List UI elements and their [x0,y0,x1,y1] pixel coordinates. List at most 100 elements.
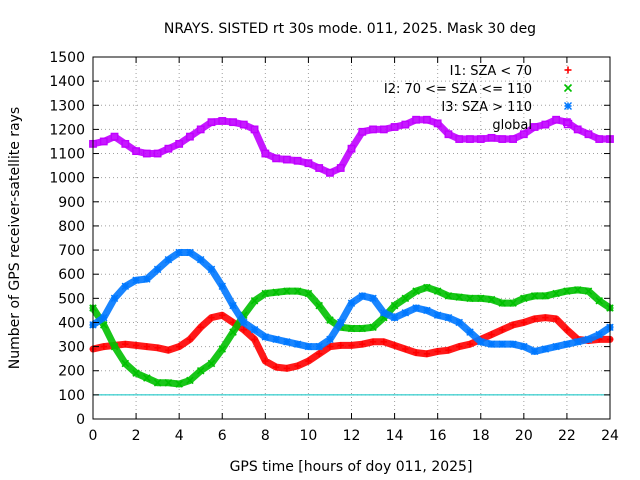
data-point [595,330,603,339]
data-point [293,340,302,348]
data-point [315,164,324,172]
data-point [466,340,474,348]
series-1 [89,283,614,388]
data-point [498,340,506,348]
data-point [175,343,183,350]
data-point [218,282,226,290]
data-point [509,299,517,307]
data-point [293,156,302,165]
data-point [455,318,463,327]
y-tick-label: 500 [58,291,85,307]
data-point [444,292,453,300]
data-point [520,319,528,326]
axis-ticks: 0100200300400500600700800900100011001200… [49,50,619,444]
data-point [487,295,496,304]
data-point [197,256,205,264]
data-point [347,324,356,333]
data-point [358,127,367,136]
data-point [412,304,420,312]
data-point [531,315,538,323]
data-point [122,340,129,348]
data-point [110,132,119,141]
data-point [595,135,604,143]
data-point [390,313,399,322]
data-point [175,380,183,388]
data-point [143,275,151,283]
legend-label: global [492,118,532,133]
x-tick-label: 6 [218,428,227,444]
data-point [530,123,539,131]
data-point [251,336,258,343]
data-point [326,168,334,177]
y-tick-label: 1100 [49,147,85,163]
data-point [208,314,215,321]
data-point [552,115,561,124]
x-tick-label: 4 [175,428,184,444]
data-point [390,123,399,131]
data-point [196,366,205,375]
data-point [132,342,140,349]
data-point [412,115,421,124]
data-point [466,135,474,143]
data-point [563,118,571,127]
data-point [423,306,431,315]
data-point [100,313,108,322]
data-point [315,350,323,358]
data-point [164,144,173,153]
data-point [132,369,140,377]
data-point [261,333,270,341]
legend: I1: SZA < 70 I2: 70 <= SZA <= 110 I3: SZA … [384,64,573,133]
x-tick-label: 18 [472,428,490,444]
data-point [347,299,356,307]
legend-label: I1: SZA < 70 [450,64,532,79]
data-point [552,289,560,298]
data-point [262,357,269,365]
y-axis-label: Number of GPS receiver-satellite rays [7,107,23,369]
data-point [261,289,270,298]
data-point [369,125,377,134]
data-point [154,344,161,352]
data-point [229,301,237,310]
data-point [337,318,345,327]
data-point [186,336,194,343]
x-tick-label: 10 [300,428,318,444]
data-point [499,326,506,333]
data-point [186,132,194,141]
data-point [348,342,355,349]
data-point [132,147,140,156]
legend-label: I2: 70 <= SZA <= 110 [384,82,532,97]
data-point [337,342,344,349]
data-point [477,338,485,346]
data-point [294,362,301,370]
data-point [207,359,216,368]
data-point [487,340,496,348]
data-point [412,287,420,295]
data-point [563,326,571,333]
y-tick-label: 400 [58,315,85,331]
data-point [380,309,388,317]
chart-title: NRAYS. SISTED rt 30s mode. 011, 2025. Ma… [164,21,536,37]
data-point [584,335,593,344]
data-point [283,338,291,346]
data-point [143,343,151,350]
data-point [272,363,280,371]
data-point [401,294,410,303]
data-point [239,120,248,129]
data-point [433,119,442,128]
data-point [121,359,130,368]
y-tick-label: 1400 [49,74,85,90]
data-point [401,120,410,129]
data-point [143,374,151,382]
data-point [552,342,560,351]
data-point [488,331,495,338]
data-point [509,340,517,348]
x-tick-label: 0 [89,428,98,444]
data-point [552,315,560,323]
data-point [444,313,453,322]
data-point [347,144,356,153]
data-point [542,314,549,321]
data-point [326,335,334,344]
data-point [423,283,431,292]
